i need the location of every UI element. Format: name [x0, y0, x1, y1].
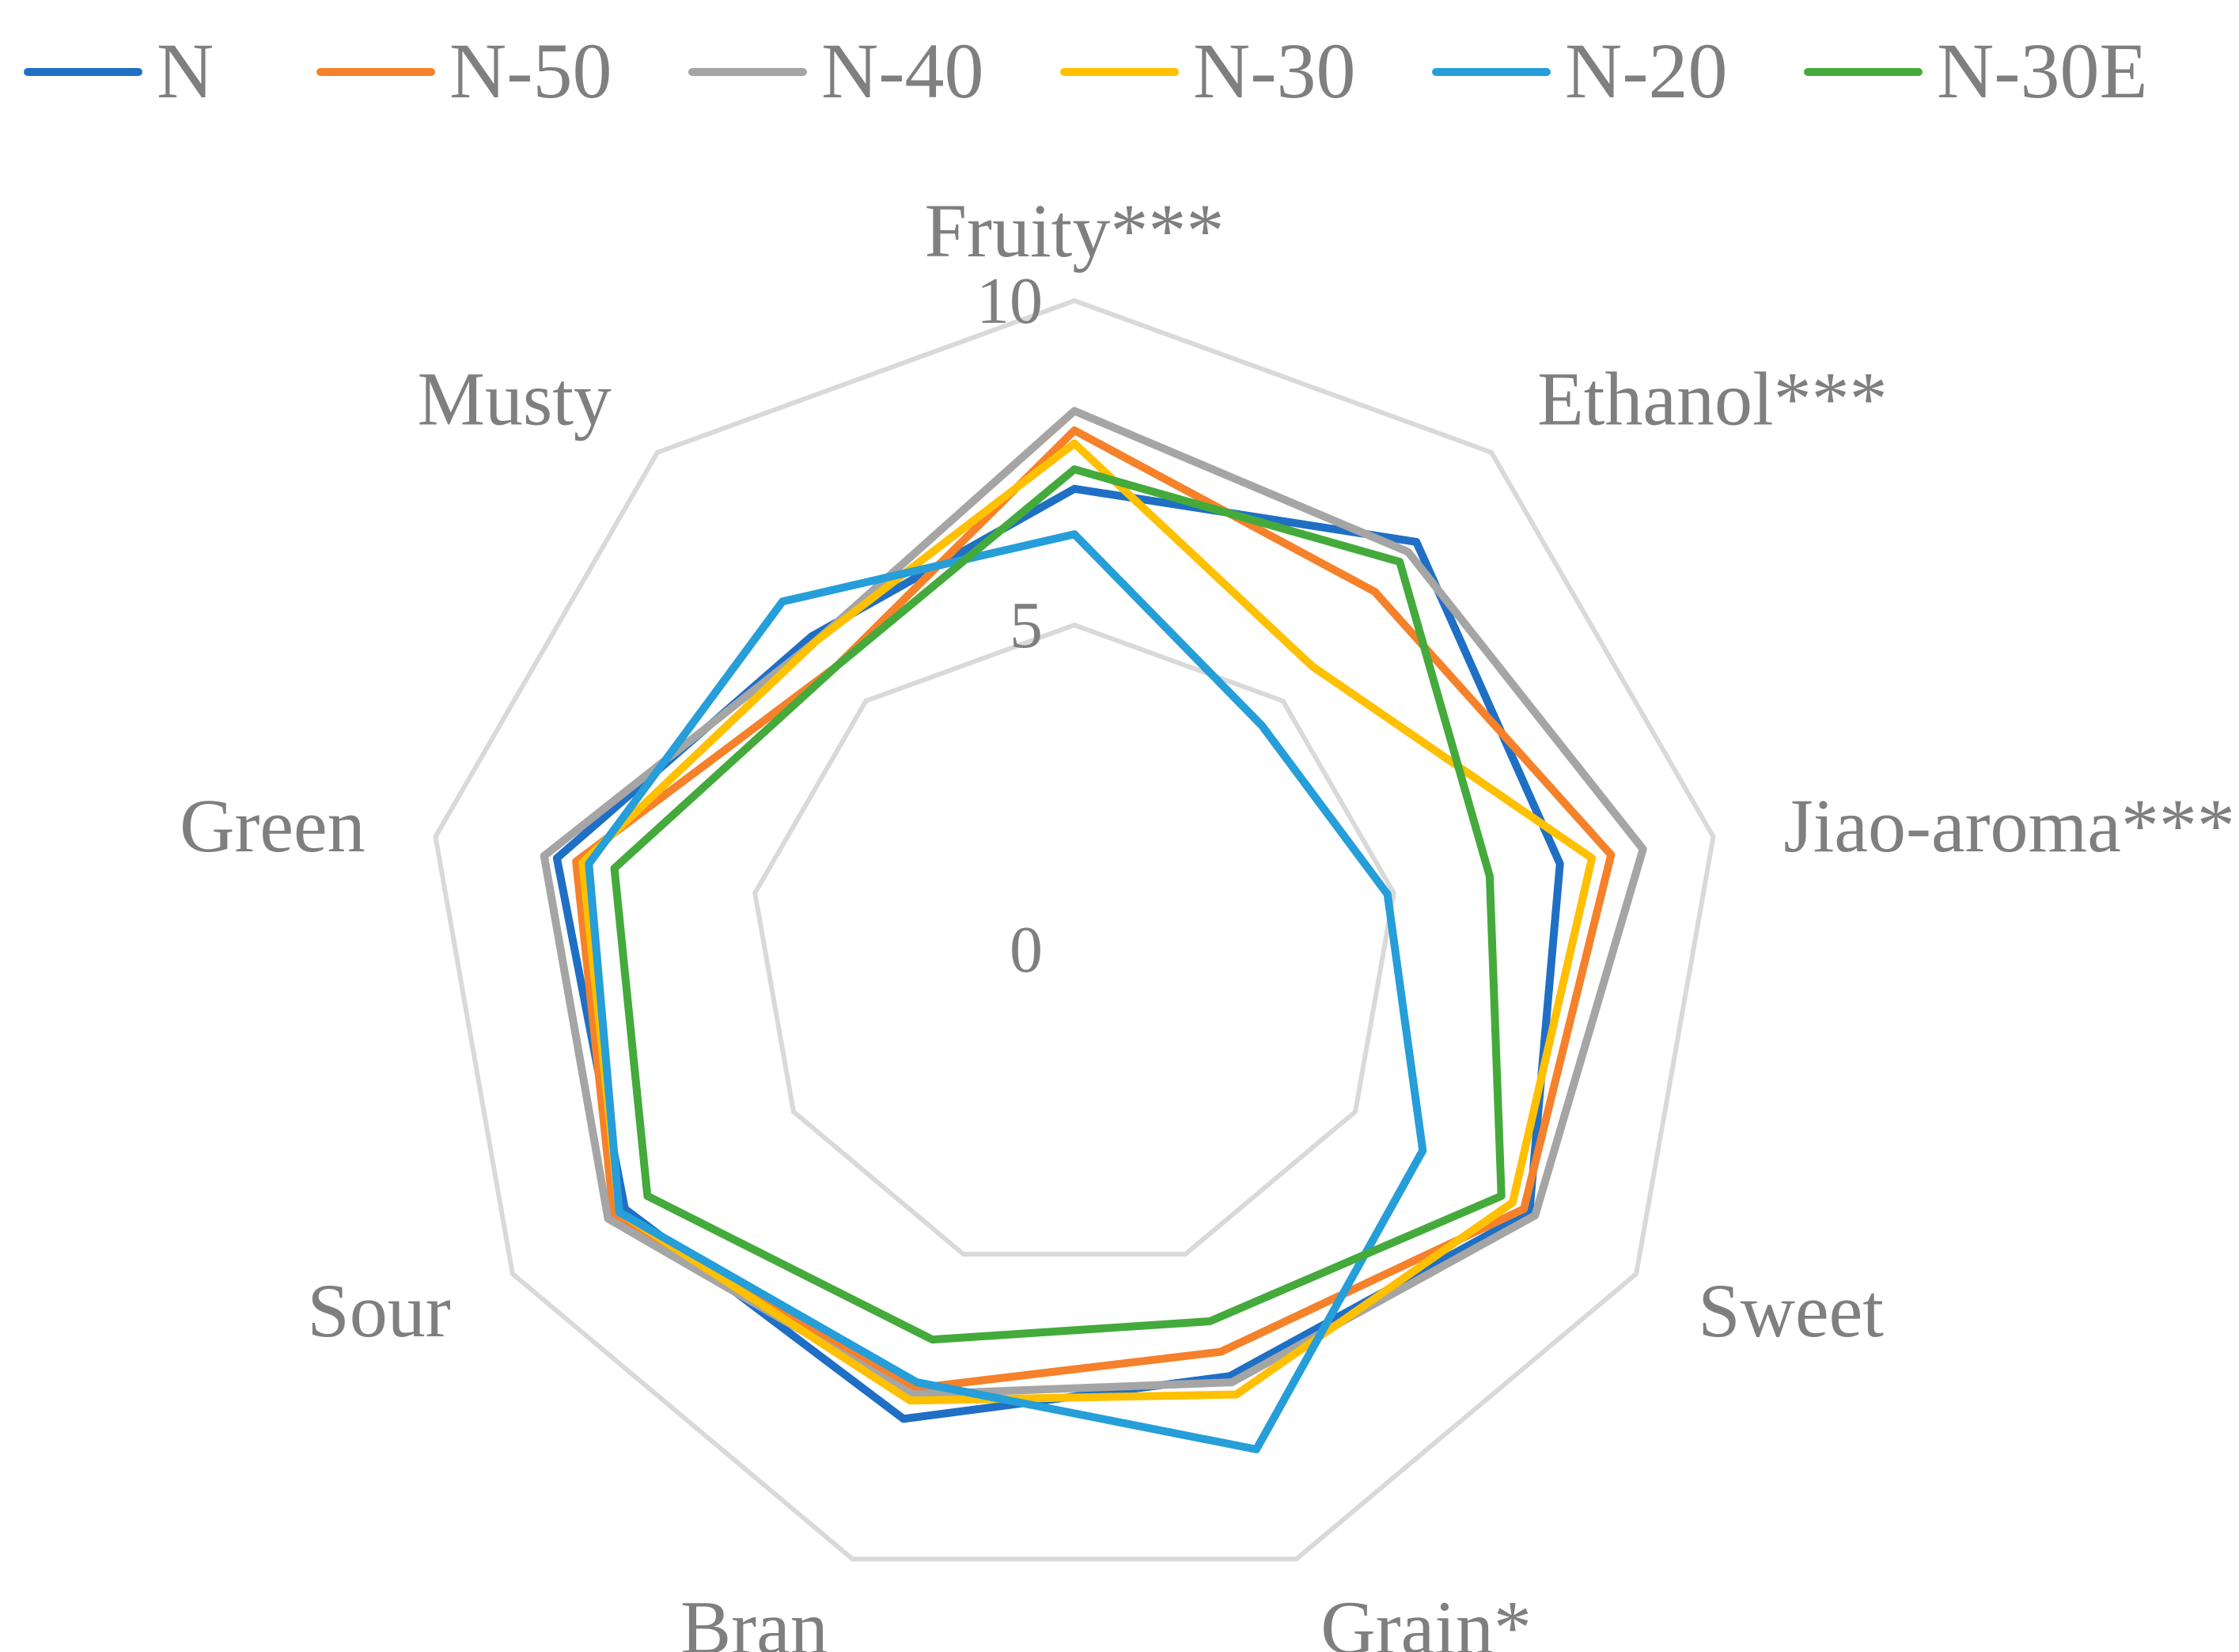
legend-label: N-30	[1193, 27, 1356, 115]
grid-ring-5	[752, 622, 1396, 1257]
series-line-n-30	[578, 439, 1597, 1405]
axis-label: Grain*	[1320, 1585, 1532, 1652]
series-line-n-30e	[610, 465, 1506, 1344]
tick-label: 0	[1010, 913, 1043, 987]
legend-label: N-30E	[1937, 27, 2148, 115]
series-line-n-40	[540, 407, 1647, 1399]
series-lines	[540, 407, 1647, 1453]
axis-label: Green	[180, 783, 366, 868]
legend-swatch	[316, 68, 435, 76]
tick-label: 10	[976, 264, 1043, 338]
axis-label: Sour	[307, 1268, 450, 1353]
legend-label: N-40	[821, 27, 984, 115]
radial-tick-labels: 0 5 10	[976, 264, 1043, 987]
axis-label: Bran	[680, 1585, 828, 1652]
legend-swatch	[1432, 68, 1551, 76]
tick-label: 5	[1010, 589, 1043, 662]
legend-swatch	[688, 68, 807, 76]
axis-labels: Fruity*** Ethanol*** Jiao-aroma*** Sweet Gra…	[180, 188, 2235, 1652]
axis-label: Ethanol***	[1537, 357, 1888, 441]
legend-swatch	[24, 68, 142, 76]
legend-label: N	[157, 27, 214, 115]
legend-swatch	[1804, 68, 1923, 76]
legend-label: N-50	[449, 27, 612, 115]
axis-label: Jiao-aroma***	[1783, 783, 2234, 868]
series-line-n-20	[585, 530, 1427, 1453]
chart-legend: N N-50 N-40 N-30 N-20 N-30E	[0, 16, 2239, 127]
radar-grid	[433, 297, 1716, 1562]
axis-label: Musty	[418, 357, 612, 441]
legend-swatch	[1060, 68, 1179, 76]
grid-ring-10	[433, 297, 1716, 1562]
axis-label: Fruity***	[925, 188, 1225, 273]
series-line-n-50	[572, 426, 1616, 1392]
axis-label: Sweet	[1698, 1268, 1884, 1353]
legend-label: N-20	[1565, 27, 1728, 115]
